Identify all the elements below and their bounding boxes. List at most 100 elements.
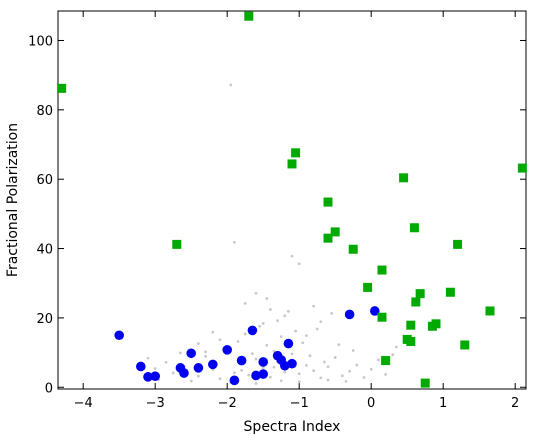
data-point-dot: [323, 360, 326, 364]
series-dot: [146, 83, 398, 385]
data-point-square: [57, 83, 67, 93]
data-point-circle: [222, 345, 232, 355]
data-point-dot: [218, 338, 222, 342]
data-point-dot: [189, 379, 193, 383]
data-point-dot: [315, 327, 319, 331]
data-point-circle: [370, 306, 380, 316]
data-point-square: [323, 233, 333, 243]
data-point-dot: [279, 379, 283, 383]
data-point-square: [244, 11, 254, 21]
data-point-square: [399, 173, 409, 183]
data-point-dot: [233, 371, 236, 375]
data-point-dot: [218, 377, 222, 380]
data-point-circle: [258, 357, 269, 367]
data-point-dot: [261, 366, 265, 370]
data-point-dot: [243, 332, 247, 336]
data-point-square: [363, 282, 373, 292]
data-point-square: [172, 239, 182, 249]
data-point-dot: [395, 345, 398, 349]
data-point-dot: [377, 358, 380, 362]
data-point-square: [377, 312, 387, 322]
x-tick-label: 0: [367, 396, 375, 411]
data-point-dot: [243, 301, 247, 305]
data-point-dot: [146, 356, 150, 360]
series-square: [57, 11, 527, 388]
data-point-dot: [341, 374, 344, 378]
data-point-dot: [197, 374, 200, 378]
y-tick-label: 40: [36, 243, 53, 258]
data-point-dot: [297, 380, 301, 384]
data-point-dot: [330, 312, 333, 315]
data-point-dot: [269, 308, 272, 311]
data-point-dot: [279, 335, 283, 339]
data-point-dot: [319, 376, 323, 380]
data-point-dot: [258, 324, 261, 328]
y-axis: 0 20 40 60 80 100: [28, 34, 526, 396]
data-point-square: [415, 289, 425, 299]
data-point-dot: [344, 379, 348, 383]
data-point-dot: [204, 355, 208, 358]
data-point-dot: [290, 352, 294, 356]
x-axis-label: Spectra Index: [244, 419, 341, 435]
data-point-dot: [211, 330, 215, 334]
data-point-square: [406, 320, 416, 330]
x-axis: −4 −3 −2 −1 0 1 2: [74, 11, 519, 411]
data-point-circle: [136, 361, 146, 372]
data-point-dot: [369, 367, 373, 371]
data-point-dot: [171, 371, 175, 375]
data-point-dot: [326, 365, 330, 369]
data-point-square: [330, 227, 340, 237]
data-points: [57, 11, 527, 388]
data-point-dot: [247, 373, 251, 377]
data-point-dot: [384, 373, 387, 376]
data-point-dot: [272, 365, 276, 369]
data-point-dot: [254, 291, 258, 295]
data-point-circle: [258, 369, 269, 379]
data-point-circle: [229, 375, 240, 386]
data-point-dot: [294, 329, 297, 333]
data-point-dot: [301, 341, 305, 345]
y-tick-label: 0: [45, 381, 53, 396]
data-point-dot: [276, 319, 279, 323]
y-tick-label: 20: [36, 312, 53, 327]
data-point-circle: [344, 309, 355, 320]
data-point-dot: [261, 322, 265, 325]
data-point-dot: [179, 351, 182, 355]
data-point-dot: [297, 262, 301, 266]
data-point-dot: [197, 342, 200, 345]
data-point-dot: [391, 353, 395, 357]
data-point-square: [287, 159, 297, 169]
data-point-dot: [305, 334, 308, 337]
data-point-dot: [362, 376, 366, 379]
data-point-square: [411, 297, 421, 307]
data-point-dot: [251, 352, 254, 356]
data-point-square: [291, 148, 301, 158]
y-tick-label: 60: [36, 173, 53, 188]
x-tick-label: 1: [439, 396, 447, 411]
data-point-circle: [283, 338, 294, 349]
x-tick-label: −4: [74, 396, 93, 411]
data-point-circle: [179, 368, 189, 378]
y-axis-label: Fractional Polarization: [5, 123, 21, 277]
data-point-circle: [236, 355, 247, 366]
x-tick-label: −2: [218, 396, 237, 411]
data-point-square: [453, 239, 463, 249]
data-point-dot: [312, 304, 315, 308]
data-point-dot: [240, 368, 244, 372]
data-point-dot: [319, 320, 323, 324]
data-point-square: [381, 356, 391, 366]
data-point-circle: [251, 370, 261, 381]
data-point-square: [409, 223, 419, 233]
data-point-dot: [254, 382, 258, 385]
x-tick-label: −3: [146, 396, 165, 411]
data-point-dot: [164, 360, 168, 364]
data-point-dot: [337, 343, 341, 347]
data-point-dot: [283, 314, 287, 318]
data-point-dot: [348, 369, 351, 373]
y-tick-label: 80: [36, 104, 53, 119]
data-point-dot: [355, 363, 359, 367]
data-point-circle: [186, 348, 196, 359]
data-point-dot: [333, 356, 337, 359]
data-point-dot: [269, 375, 272, 379]
data-point-circle: [287, 358, 297, 369]
